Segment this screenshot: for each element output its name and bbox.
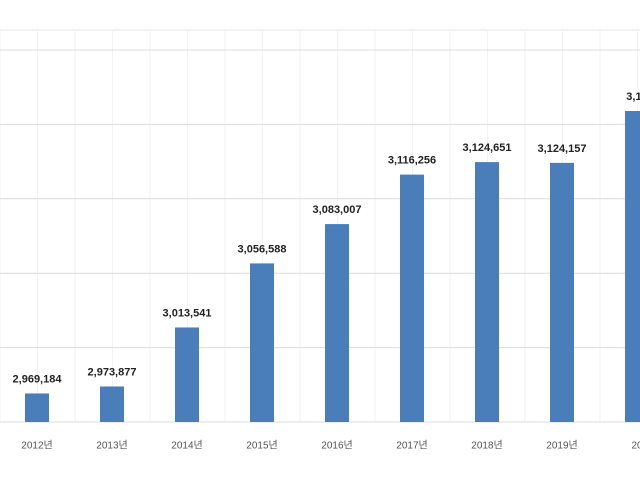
x-tick-label: 20 (631, 441, 640, 452)
bar (325, 224, 349, 422)
data-label: 3,116,256 (388, 155, 436, 167)
x-tick-label: 2016년 (321, 440, 352, 452)
bar (25, 393, 49, 422)
data-label: 3,124,157 (538, 143, 587, 155)
bar (100, 386, 124, 422)
x-tick-label: 2013년 (96, 440, 127, 452)
x-tick-label: 2014년 (171, 440, 202, 452)
bar (550, 162, 574, 423)
data-label: 3,013,541 (163, 307, 212, 319)
data-label: 3,124,651 (463, 142, 512, 154)
bar (625, 111, 640, 423)
bar (400, 174, 424, 422)
x-tick-label: 2017년 (396, 440, 427, 452)
data-label: 3,15 (626, 91, 640, 103)
x-tick-label: 2015년 (246, 440, 277, 452)
bar (175, 327, 199, 422)
data-label: 2,973,877 (88, 366, 137, 378)
x-tick-label: 2019년 (546, 440, 577, 452)
bar (250, 263, 274, 422)
data-label: 3,083,007 (313, 204, 362, 216)
data-label: 2,969,184 (13, 373, 63, 385)
data-label: 3,056,588 (238, 243, 287, 255)
x-tick-label: 2012년 (21, 440, 52, 452)
bar (475, 162, 499, 422)
x-tick-label: 2018년 (471, 440, 502, 452)
